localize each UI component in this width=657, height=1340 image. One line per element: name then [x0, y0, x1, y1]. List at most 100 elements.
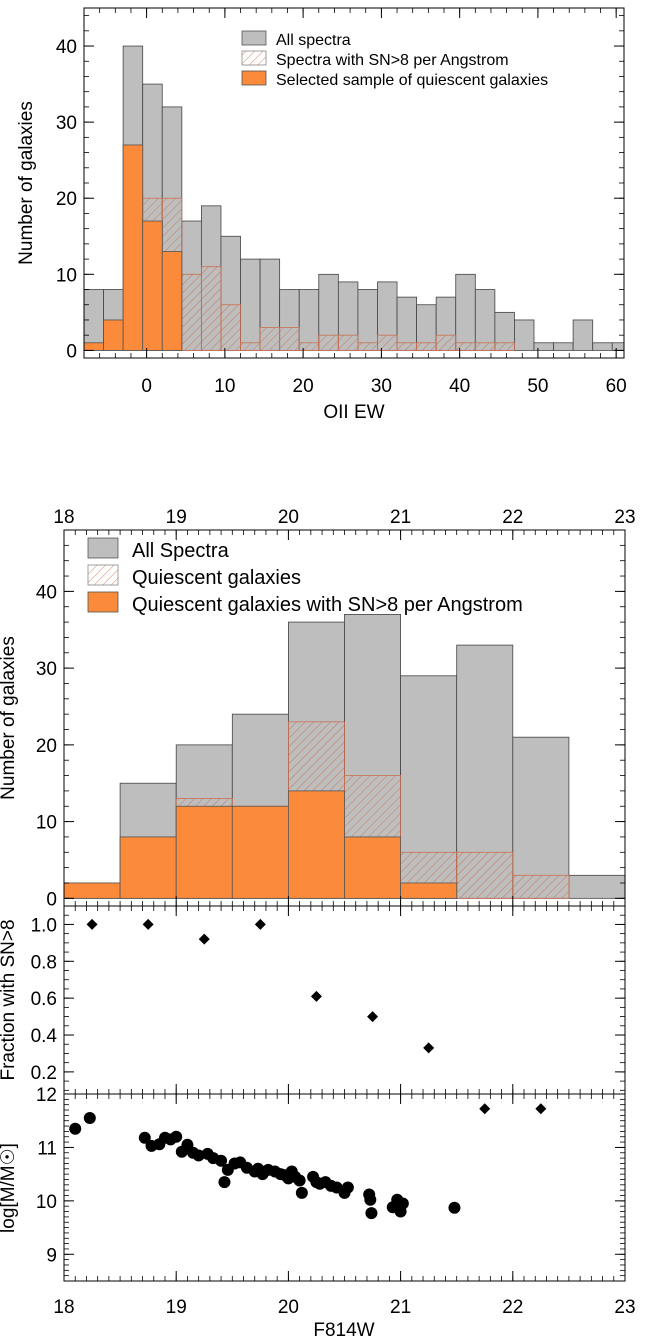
- mag-legend: All Spectra Quiescent galaxies Quiescent…: [87, 537, 523, 616]
- oii-ew-histogram: 0 10 20 30 40 50 60 0 10 20 30 40 OII EW Number of …: [16, 7, 627, 423]
- oii-bar-all-24: [553, 342, 574, 351]
- oii-bar-all-22: [514, 319, 535, 351]
- oii-xtick-label-0: 0: [141, 376, 152, 397]
- frac-point-7: [479, 1103, 491, 1115]
- mag-bar-qsn-0: [63, 882, 121, 899]
- oii-bar-all-23: [533, 342, 554, 351]
- oii-bar-sn-12: [318, 334, 339, 351]
- oii-bar-sn-13: [337, 334, 359, 351]
- mag-ytick-label-1: 10: [36, 813, 57, 834]
- mass-point-0: [69, 1122, 82, 1135]
- mag-xtick-top-label-1: 19: [166, 507, 187, 528]
- mag-xtick-top-label-0: 18: [53, 507, 74, 528]
- legend-swatch-high-sn: [241, 50, 267, 66]
- mag-ytick-label-2: 20: [36, 736, 57, 757]
- fraction-panel: 0.2 0.4 0.6 0.8 1.0 Fraction with SN>8: [0, 905, 626, 1115]
- legend-label-high-sn: Spectra with SN>8 per Angstrom: [276, 52, 509, 69]
- mass-point-31: [295, 1186, 308, 1199]
- oii-bar-q-0: [83, 342, 104, 351]
- mag-bar-q-8: [512, 874, 570, 899]
- mass-panel: 18 19 20 21 22 23 9 10 11 12 F814W log[M/M☉]: [0, 1085, 636, 1340]
- frac-ytick-label-1: 0.4: [31, 1026, 58, 1047]
- oii-bar-sn-11: [298, 342, 320, 351]
- mass-point-11: [192, 1149, 205, 1162]
- oii-xtick-label-4: 40: [449, 376, 470, 397]
- frac-ytick-label-2: 0.6: [31, 989, 57, 1010]
- legend-label-all-spectra-2: All Spectra: [132, 540, 230, 562]
- mag-bar-qsn-2: [175, 805, 233, 899]
- mag-xtick-top-label-2: 20: [278, 507, 299, 528]
- mag-xtick-top-label-3: 21: [390, 507, 411, 528]
- oii-bar-sn-8: [240, 342, 261, 351]
- oii-bar-sn-16: [396, 342, 418, 351]
- frac-point-4: [310, 990, 322, 1002]
- oii-bar-sn-21: [494, 342, 515, 351]
- mass-ytick-label-3: 12: [36, 1085, 57, 1106]
- oii-xtick-label-2: 20: [293, 376, 314, 397]
- mag-ytick-label-0: 0: [46, 889, 57, 910]
- oii-bar-sn-17: [416, 342, 437, 351]
- mag-ytick-label-3: 30: [36, 659, 57, 680]
- mass-point-1: [83, 1112, 96, 1125]
- mag-ytick-label-4: 40: [36, 582, 57, 603]
- mass-ytick-label-1: 10: [36, 1192, 57, 1213]
- mass-xtick-label-1: 19: [166, 1297, 187, 1318]
- mag-bar-q-7: [456, 851, 514, 899]
- frac-ytick-label-4: 1.0: [31, 915, 57, 936]
- legend-label-quiescent-sample: Selected sample of quiescent galaxies: [276, 72, 548, 89]
- oii-bar-all-8: [240, 258, 261, 351]
- legend-swatch-all-spectra-2: [87, 537, 119, 559]
- oii-bar-sn-5: [181, 273, 202, 351]
- mass-xlabel: F814W: [313, 1320, 374, 1340]
- oii-xtick-label-6: 60: [606, 376, 627, 397]
- oii-bar-sn-15: [377, 334, 398, 351]
- oii-bar-all-26: [592, 342, 613, 351]
- oii-bar-q-4: [161, 251, 183, 351]
- mass-point-14: [215, 1154, 228, 1167]
- legend-label-all-spectra: All spectra: [276, 32, 351, 49]
- oii-xtick-label-5: 50: [527, 376, 548, 397]
- frac-point-3: [254, 918, 266, 930]
- frac-ylabel: Fraction with SN>8: [0, 919, 19, 1080]
- oii-bar-all-14: [357, 289, 378, 351]
- oii-xtick-label-1: 10: [214, 376, 235, 397]
- oii-bar-sn-19: [455, 342, 476, 351]
- mag-bars-quiescent-high-sn: [63, 790, 458, 899]
- magnitude-histogram: 18 19 20 21 22 23 0 10 20 30 40 Number of galaxies…: [0, 507, 636, 910]
- oii-bar-sn-7: [220, 304, 241, 351]
- mass-axis-ticks: 18 19 20 21 22 23 9 10 11 12: [36, 1085, 636, 1318]
- mag-bar-all-8: [512, 736, 570, 899]
- mass-ytick-label-0: 9: [46, 1245, 57, 1266]
- frac-point-5: [367, 1011, 379, 1023]
- oii-legend: All spectra Spectra with SN>8 per Angstr…: [241, 30, 548, 89]
- oii-bar-all-19: [455, 273, 476, 351]
- mass-point-46: [396, 1197, 409, 1210]
- legend-swatch-quiescent-sample: [241, 70, 267, 86]
- mag-axis-ticks: 18 19 20 21 22 23 0 10 20 30 40: [36, 507, 636, 910]
- legend-label-quiescent: Quiescent galaxies: [132, 567, 301, 589]
- oii-xtick-label-3: 30: [371, 376, 392, 397]
- mass-point-30: [293, 1174, 306, 1187]
- frac-ytick-label-3: 0.8: [31, 952, 57, 973]
- mag-bar-qsn-6: [400, 882, 458, 899]
- oii-ytick-label-0: 0: [66, 341, 77, 362]
- mass-point-7: [170, 1130, 183, 1143]
- oii-bar-sn-14: [357, 342, 378, 351]
- mag-bar-all-9: [568, 874, 626, 899]
- oii-bar-all-20: [474, 289, 496, 351]
- legend-swatch-quiescent-high-sn: [87, 591, 119, 613]
- frac-points: [86, 918, 547, 1115]
- mag-xtick-top-label-5: 23: [614, 507, 635, 528]
- mag-xtick-top-label-4: 22: [502, 507, 523, 528]
- mass-point-2: [138, 1131, 151, 1144]
- mass-xtick-label-4: 22: [502, 1297, 523, 1318]
- mass-plot-frame: [63, 1093, 626, 1282]
- frac-point-0: [86, 918, 98, 930]
- oii-ylabel: Number of galaxies: [16, 101, 37, 265]
- oii-ytick-label-4: 40: [56, 37, 77, 58]
- mass-xtick-label-2: 20: [278, 1297, 299, 1318]
- oii-bar-all-27: [611, 342, 625, 351]
- oii-bar-sn-20: [474, 342, 496, 351]
- mass-point-39: [341, 1181, 354, 1194]
- mag-bar-qsn-4: [287, 790, 345, 899]
